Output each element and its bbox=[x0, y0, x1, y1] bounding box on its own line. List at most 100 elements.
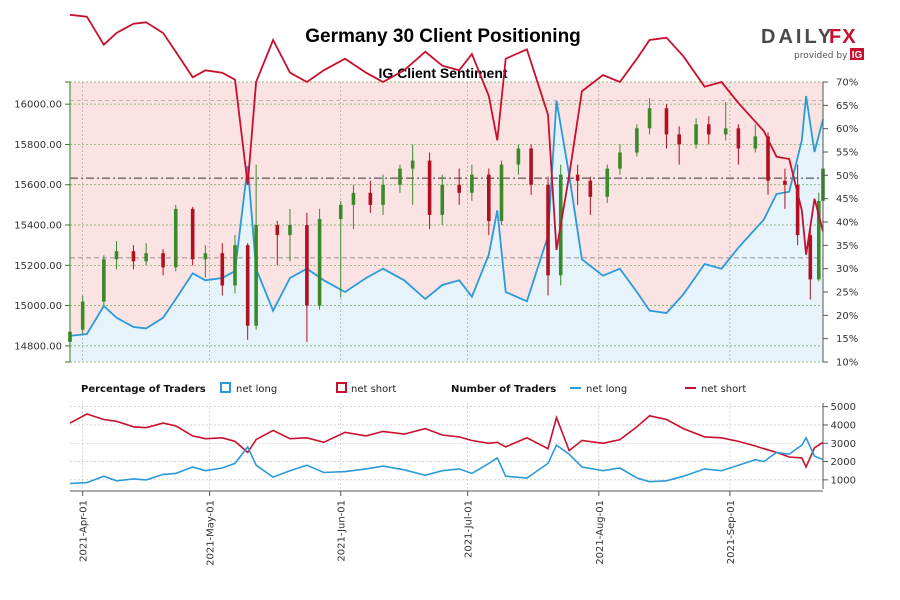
candle-body-35 bbox=[588, 180, 593, 197]
logo-ig: IG bbox=[852, 50, 863, 61]
pct-tick-label-2: 20% bbox=[836, 311, 858, 322]
candle-body-19 bbox=[351, 192, 356, 205]
candle-body-44 bbox=[723, 128, 728, 135]
candle-body-45 bbox=[736, 128, 741, 149]
candle-body-31 bbox=[529, 148, 533, 185]
price-tick-label-4: 15600.00 bbox=[14, 180, 62, 191]
pct-tick-label-10: 60% bbox=[836, 124, 858, 135]
candle-body-50 bbox=[808, 235, 813, 280]
candles bbox=[68, 98, 825, 362]
candle-body-3 bbox=[114, 251, 119, 260]
chart-subtitle: IG Client Sentiment bbox=[378, 65, 507, 81]
price-tick-label-2: 15200.00 bbox=[14, 261, 62, 272]
price-tick-label-0: 14800.00 bbox=[14, 341, 62, 352]
x-tick-label-2: 2021-Jun-01 bbox=[337, 500, 348, 562]
candle-body-20 bbox=[368, 192, 373, 205]
candle-body-22 bbox=[398, 168, 402, 185]
pct-tick-label-1: 15% bbox=[836, 334, 858, 345]
candle-body-10 bbox=[220, 253, 225, 286]
candle-body-17 bbox=[317, 218, 322, 306]
candle-body-21 bbox=[381, 184, 385, 205]
candle-body-28 bbox=[487, 174, 491, 221]
candle-body-48 bbox=[783, 180, 787, 185]
candle-body-11 bbox=[233, 245, 237, 286]
legend-pct-title: Percentage of Traders bbox=[81, 384, 206, 395]
candle-body-41 bbox=[677, 134, 681, 145]
pct-tick-label-11: 65% bbox=[836, 101, 858, 112]
candle-body-34 bbox=[575, 174, 580, 181]
candle-body-30 bbox=[516, 148, 521, 165]
candle-body-12 bbox=[245, 245, 250, 326]
logo-ig-badge bbox=[850, 48, 864, 60]
pct-tick-label-3: 25% bbox=[836, 288, 858, 299]
pct-tick-label-12: 70% bbox=[836, 78, 858, 89]
pct-tick-label-9: 55% bbox=[836, 148, 858, 159]
candle-body-2 bbox=[102, 259, 106, 302]
price-tick-label-1: 15000.00 bbox=[14, 301, 62, 312]
candle-body-29 bbox=[499, 164, 504, 221]
candle-body-16 bbox=[305, 225, 309, 306]
count-tick-label-2: 3000 bbox=[831, 439, 856, 450]
candle-body-14 bbox=[275, 225, 280, 236]
legend-num-long-label: net long bbox=[586, 384, 627, 395]
legend-pct-short-swatch bbox=[336, 382, 347, 393]
candle-body-51 bbox=[816, 200, 821, 280]
x-tick-label-0: 2021-Apr-01 bbox=[79, 500, 90, 562]
net-short-count-line bbox=[69, 413, 824, 469]
bottom-gridlines bbox=[70, 403, 823, 489]
count-tick-label-4: 5000 bbox=[831, 402, 856, 413]
net-long-pct-line bbox=[69, 95, 824, 337]
price-tick-label-5: 15800.00 bbox=[14, 140, 62, 151]
candle-body-18 bbox=[338, 204, 343, 219]
candle-body-15 bbox=[288, 225, 292, 236]
logo-provided: provided by bbox=[794, 51, 848, 61]
pct-tick-label-6: 40% bbox=[836, 218, 858, 229]
candle-body-1 bbox=[80, 301, 85, 330]
net-short-pct-line bbox=[69, 13, 824, 255]
net-long-area bbox=[70, 96, 823, 362]
top-gridlines bbox=[70, 81, 823, 363]
dailyfx-logo: DAILY FX provided by IG bbox=[761, 26, 864, 61]
count-tick-label-0: 1000 bbox=[831, 475, 856, 486]
legend-pct-long-label: net long bbox=[236, 384, 277, 395]
price-sentiment-panel: 14800.00 15000.00 15200.00 15400.00 15600.00… bbox=[14, 13, 858, 369]
count-tick-label-1: 2000 bbox=[831, 457, 856, 468]
pct-tick-label-0: 10% bbox=[836, 358, 858, 369]
net-long-count-line bbox=[69, 436, 824, 485]
candle-body-43 bbox=[706, 124, 711, 135]
candle-body-39 bbox=[647, 108, 652, 129]
candle-body-40 bbox=[664, 108, 669, 135]
candle-body-42 bbox=[694, 124, 698, 145]
count-tick-label-3: 4000 bbox=[831, 420, 856, 431]
candle-body-37 bbox=[618, 152, 622, 169]
candle-body-27 bbox=[470, 174, 474, 193]
candle-body-49 bbox=[795, 184, 800, 236]
price-tick-label-6: 16000.00 bbox=[14, 100, 62, 111]
legend-pct-short-label: net short bbox=[351, 384, 396, 395]
pct-tick-label-7: 45% bbox=[836, 194, 858, 205]
candle-body-5 bbox=[144, 253, 148, 262]
x-tick-label-3: 2021-Jul-01 bbox=[464, 500, 475, 558]
candle-body-23 bbox=[410, 160, 415, 169]
candle-body-7 bbox=[173, 208, 178, 268]
price-tick-label-3: 15400.00 bbox=[14, 221, 62, 232]
candle-body-13 bbox=[254, 225, 258, 326]
candle-body-9 bbox=[203, 253, 208, 260]
candle-body-8 bbox=[190, 208, 195, 260]
x-tick-label-4: 2021-Aug-01 bbox=[595, 500, 606, 565]
candle-body-32 bbox=[546, 184, 550, 276]
x-tick-label-1: 2021-May-01 bbox=[206, 500, 217, 566]
candle-body-24 bbox=[427, 160, 432, 215]
candle-body-46 bbox=[753, 136, 758, 149]
pct-tick-label-4: 30% bbox=[836, 264, 858, 275]
pct-tick-label-8: 50% bbox=[836, 171, 858, 182]
legend-num-title: Number of Traders bbox=[451, 384, 556, 395]
candle-body-47 bbox=[766, 136, 770, 181]
legend-num-short-label: net short bbox=[701, 384, 746, 395]
candle-body-6 bbox=[161, 253, 165, 268]
legend-pct-long-swatch bbox=[220, 382, 231, 393]
candle-body-36 bbox=[605, 168, 610, 197]
candle-body-4 bbox=[131, 251, 136, 262]
